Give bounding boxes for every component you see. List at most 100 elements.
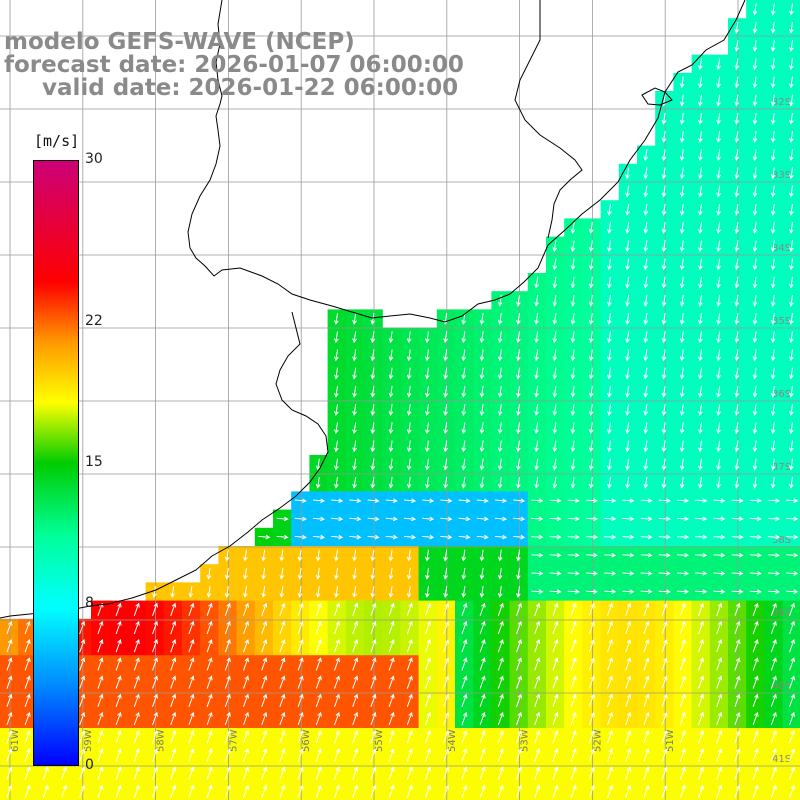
wind-arrow: [625, 602, 632, 616]
wind-arrow: [334, 730, 340, 744]
wind-arrow: [679, 331, 685, 344]
wind-arrow: [352, 657, 359, 671]
wind-arrow: [607, 730, 613, 744]
wind-arrow: [115, 730, 122, 744]
wind-arrow: [713, 534, 726, 540]
colorbar-tick-15: 15: [85, 454, 103, 470]
wind-arrow: [734, 458, 740, 471]
wind-arrow: [479, 586, 485, 598]
wind-arrow: [170, 639, 177, 653]
wind-arrow: [261, 766, 268, 780]
wind-arrow: [679, 766, 686, 780]
wind-arrow: [461, 784, 468, 798]
wind-arrow: [752, 766, 759, 780]
wind-arrow: [133, 693, 140, 707]
wind-arrow: [497, 294, 503, 307]
wind-arrow: [679, 639, 686, 653]
wind-arrow: [552, 367, 558, 380]
wind-arrow: [334, 620, 340, 635]
wind-arrow: [695, 571, 708, 576]
wind-arrow: [294, 534, 307, 540]
wind-arrow: [443, 693, 450, 707]
wind-arrow: [570, 730, 577, 744]
wind-arrow: [570, 711, 577, 726]
wind-arrow: [367, 498, 380, 504]
wind-arrow: [497, 748, 504, 762]
wind-arrow: [152, 620, 158, 635]
wind-arrow: [406, 404, 412, 416]
wind-arrow: [443, 440, 448, 453]
wind-arrow: [625, 657, 632, 671]
wind-arrow: [698, 711, 704, 726]
wind-arrow: [425, 657, 431, 671]
wind-arrow: [607, 240, 612, 253]
wind-arrow: [734, 367, 740, 380]
wind-arrow: [224, 675, 231, 689]
wind-arrow: [188, 711, 195, 726]
wind-arrow: [679, 222, 685, 234]
wind-arrow: [789, 258, 794, 271]
wind-arrow: [224, 639, 231, 653]
lon-label: 61W: [10, 729, 21, 752]
wind-arrow: [698, 313, 703, 325]
wind-arrow: [716, 240, 721, 253]
wind-arrow: [279, 693, 286, 707]
wind-arrow: [552, 639, 559, 653]
lon-label: 54W: [447, 729, 458, 752]
lon-label: 59W: [83, 729, 94, 752]
wind-arrow: [661, 149, 667, 162]
wind-arrow: [643, 730, 650, 744]
wind-arrow: [716, 185, 721, 198]
wind-arrow: [676, 589, 690, 594]
wind-cell: [782, 782, 800, 800]
wind-arrow: [133, 639, 140, 653]
wind-arrow: [625, 620, 632, 635]
wind-arrow: [6, 748, 13, 762]
wind-arrow: [406, 349, 412, 362]
wind-arrow: [789, 675, 795, 689]
lon-label: 53W: [520, 729, 531, 752]
wind-arrow: [770, 167, 776, 180]
wind-arrow: [279, 620, 286, 635]
wind-arrow: [770, 185, 776, 198]
wind-arrow: [461, 675, 468, 689]
wind-arrow: [588, 675, 595, 689]
wind-arrow: [643, 476, 649, 489]
wind-arrow: [188, 657, 195, 671]
wind-arrow: [115, 766, 122, 780]
wind-arrow: [388, 422, 394, 435]
wind-arrow: [770, 385, 776, 398]
wind-arrow: [406, 422, 412, 435]
wind-arrow: [661, 620, 668, 635]
wind-arrow: [567, 552, 580, 558]
wind-arrow: [443, 657, 450, 671]
wind-arrow: [661, 657, 668, 671]
wind-arrow: [698, 58, 703, 71]
wind-arrow: [661, 331, 667, 344]
wind-arrow: [443, 766, 450, 780]
wind-arrow: [770, 748, 777, 762]
wind-arrow: [479, 730, 486, 744]
wind-arrow: [698, 294, 703, 307]
wind-arrow: [79, 675, 86, 689]
wind-arrow: [643, 331, 649, 344]
wind-arrow: [607, 657, 613, 671]
wind-arrow: [588, 294, 594, 307]
wind-arrow: [607, 440, 612, 453]
wind-arrow: [261, 657, 268, 671]
wind-arrow: [567, 516, 580, 522]
lon-label: 57W: [228, 729, 239, 752]
wind-arrow: [6, 766, 13, 780]
wind-arrow: [61, 766, 67, 780]
wind-arrow: [497, 404, 503, 416]
wind-arrow: [770, 711, 777, 726]
wind-arrow: [388, 730, 395, 744]
wind-arrow: [767, 571, 781, 576]
wind-arrow: [643, 203, 649, 216]
wind-arrow: [749, 571, 762, 576]
wind-arrow: [625, 240, 630, 253]
wind-arrow: [734, 331, 740, 344]
wind-arrow: [749, 552, 762, 558]
wind-arrow: [698, 185, 703, 198]
wind-arrow: [334, 748, 340, 762]
